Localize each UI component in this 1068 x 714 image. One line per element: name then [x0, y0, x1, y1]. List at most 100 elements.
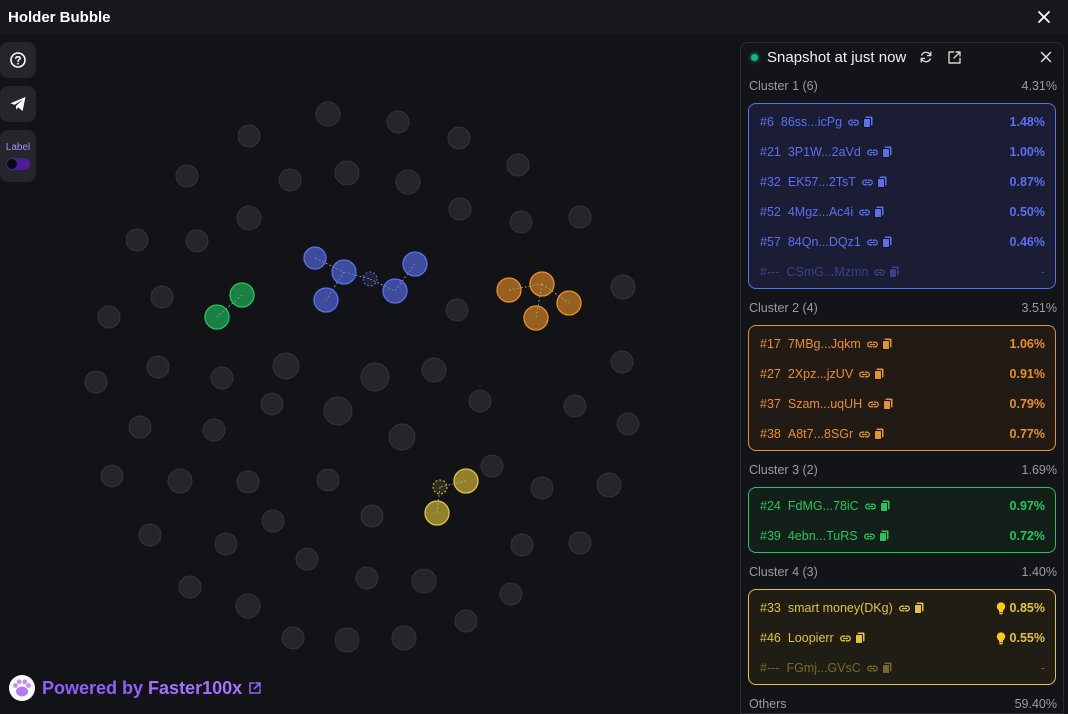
holder-row[interactable]: #33 smart money(DKg) 0.85% [749, 593, 1055, 623]
holder-bubble[interactable] [260, 392, 284, 416]
close-window-button[interactable] [1032, 5, 1056, 29]
holder-bubble[interactable] [237, 124, 261, 148]
cluster-bubble[interactable] [204, 304, 230, 330]
open-external-button[interactable] [944, 47, 964, 67]
holder-bubble[interactable] [360, 504, 384, 528]
cluster-bubble[interactable] [382, 278, 408, 304]
holder-bubble[interactable] [421, 357, 447, 383]
bubble-map[interactable] [0, 34, 735, 670]
holder-row[interactable]: #57 84Qn...DQz1 0.46% [749, 227, 1055, 257]
holder-address[interactable]: FdMG...78iC [787, 499, 859, 513]
copy-icon[interactable] [854, 632, 865, 644]
holder-row[interactable]: #17 7MBg...Jqkm 1.06% [749, 329, 1055, 359]
cluster-bubble[interactable] [453, 468, 479, 494]
holder-bubble[interactable] [146, 355, 170, 379]
cluster-bubble[interactable] [556, 290, 582, 316]
holder-bubble[interactable] [167, 468, 193, 494]
copy-icon[interactable] [863, 116, 873, 128]
holder-bubble[interactable] [454, 609, 478, 633]
link-icon[interactable] [867, 398, 880, 411]
holder-bubble[interactable] [610, 350, 634, 374]
holder-address[interactable]: 4Mgz...Ac4i [787, 205, 854, 219]
holder-address[interactable]: A8t7...8SGr [787, 427, 854, 441]
holder-row[interactable]: #--- FGmj...GVsC - [749, 653, 1055, 683]
holder-bubble[interactable] [510, 533, 534, 557]
holder-address[interactable]: EK57...2TsT [787, 175, 856, 189]
cluster-bubble[interactable] [303, 246, 327, 270]
copy-icon[interactable] [881, 662, 892, 674]
close-panel-button[interactable] [1036, 47, 1056, 67]
holder-bubble[interactable] [100, 464, 124, 488]
holder-row[interactable]: #38 A8t7...8SGr 0.77% [749, 419, 1055, 449]
holder-row[interactable]: #32 EK57...2TsT 0.87% [749, 167, 1055, 197]
holder-bubble[interactable] [568, 531, 592, 555]
holder-row[interactable]: #--- CSmG...Mzmn - [749, 257, 1055, 287]
copy-icon[interactable] [889, 266, 899, 278]
link-icon[interactable] [866, 146, 879, 159]
holder-address[interactable]: 84Qn...DQz1 [787, 235, 861, 249]
holder-bubble[interactable] [323, 396, 353, 426]
link-icon[interactable] [839, 632, 852, 645]
holder-bubble[interactable] [610, 274, 636, 300]
holder-row[interactable]: #24 FdMG...78iC 0.97% [749, 491, 1055, 521]
holder-address[interactable]: Loopierr [787, 631, 834, 645]
holder-bubble[interactable] [97, 305, 121, 329]
holder-bubble[interactable] [506, 153, 530, 177]
holder-bubble[interactable] [411, 568, 437, 594]
link-icon[interactable] [847, 116, 860, 129]
holder-bubble[interactable] [530, 476, 554, 500]
holder-bubble[interactable] [499, 582, 523, 606]
holder-row[interactable]: #37 Szam...uqUH 0.79% [749, 389, 1055, 419]
holder-bubble[interactable] [278, 168, 302, 192]
copy-icon[interactable] [876, 176, 887, 188]
holder-bubble[interactable] [315, 101, 341, 127]
untracked-bubble[interactable] [362, 271, 378, 287]
label-toggle[interactable] [6, 158, 30, 170]
holder-row[interactable]: #52 4Mgz...Ac4i 0.50% [749, 197, 1055, 227]
holder-bubble[interactable] [281, 626, 305, 650]
cluster-bubble[interactable] [424, 500, 450, 526]
holder-address[interactable]: 4ebn...TuRS [787, 529, 858, 543]
holder-bubble[interactable] [386, 110, 410, 134]
holder-address[interactable]: 7MBg...Jqkm [787, 337, 861, 351]
link-icon[interactable] [858, 206, 871, 219]
copy-icon[interactable] [881, 338, 892, 350]
holder-bubble[interactable] [295, 547, 319, 571]
copy-icon[interactable] [883, 398, 893, 410]
copy-icon[interactable] [881, 146, 892, 158]
holder-bubble[interactable] [360, 362, 390, 392]
holder-bubble[interactable] [568, 205, 592, 229]
untracked-bubble[interactable] [432, 479, 448, 495]
holder-bubble[interactable] [509, 210, 533, 234]
cluster-bubble[interactable] [402, 251, 428, 277]
cluster-bubble[interactable] [313, 287, 339, 313]
refresh-button[interactable] [916, 47, 936, 67]
copy-icon[interactable] [874, 206, 884, 218]
holder-address[interactable]: 2Xpz...jzUV [787, 367, 854, 381]
holder-bubble[interactable] [316, 468, 340, 492]
holder-row[interactable]: #21 3P1W...2aVd 1.00% [749, 137, 1055, 167]
link-icon[interactable] [873, 266, 886, 279]
holder-row[interactable]: #46 Loopierr 0.55% [749, 623, 1055, 653]
holder-bubble[interactable] [125, 228, 149, 252]
link-icon[interactable] [866, 662, 879, 675]
holder-bubble[interactable] [214, 532, 238, 556]
cluster-bubble[interactable] [229, 282, 255, 308]
holder-bubble[interactable] [391, 625, 417, 651]
holder-row[interactable]: #39 4ebn...TuRS 0.72% [749, 521, 1055, 551]
link-icon[interactable] [863, 530, 876, 543]
holder-bubble[interactable] [202, 418, 226, 442]
link-icon[interactable] [858, 368, 871, 381]
cluster-bubble[interactable] [496, 277, 522, 303]
holder-bubble[interactable] [150, 285, 174, 309]
link-icon[interactable] [861, 176, 874, 189]
holder-bubble[interactable] [178, 575, 202, 599]
holder-address[interactable]: 3P1W...2aVd [787, 145, 861, 159]
holder-bubble[interactable] [236, 205, 262, 231]
holder-bubble[interactable] [616, 412, 640, 436]
holder-bubble[interactable] [261, 509, 285, 533]
holder-bubble[interactable] [84, 370, 108, 394]
cluster-bubble[interactable] [331, 259, 357, 285]
holder-address[interactable]: smart money(DKg) [787, 601, 893, 615]
holder-row[interactable]: #27 2Xpz...jzUV 0.91% [749, 359, 1055, 389]
